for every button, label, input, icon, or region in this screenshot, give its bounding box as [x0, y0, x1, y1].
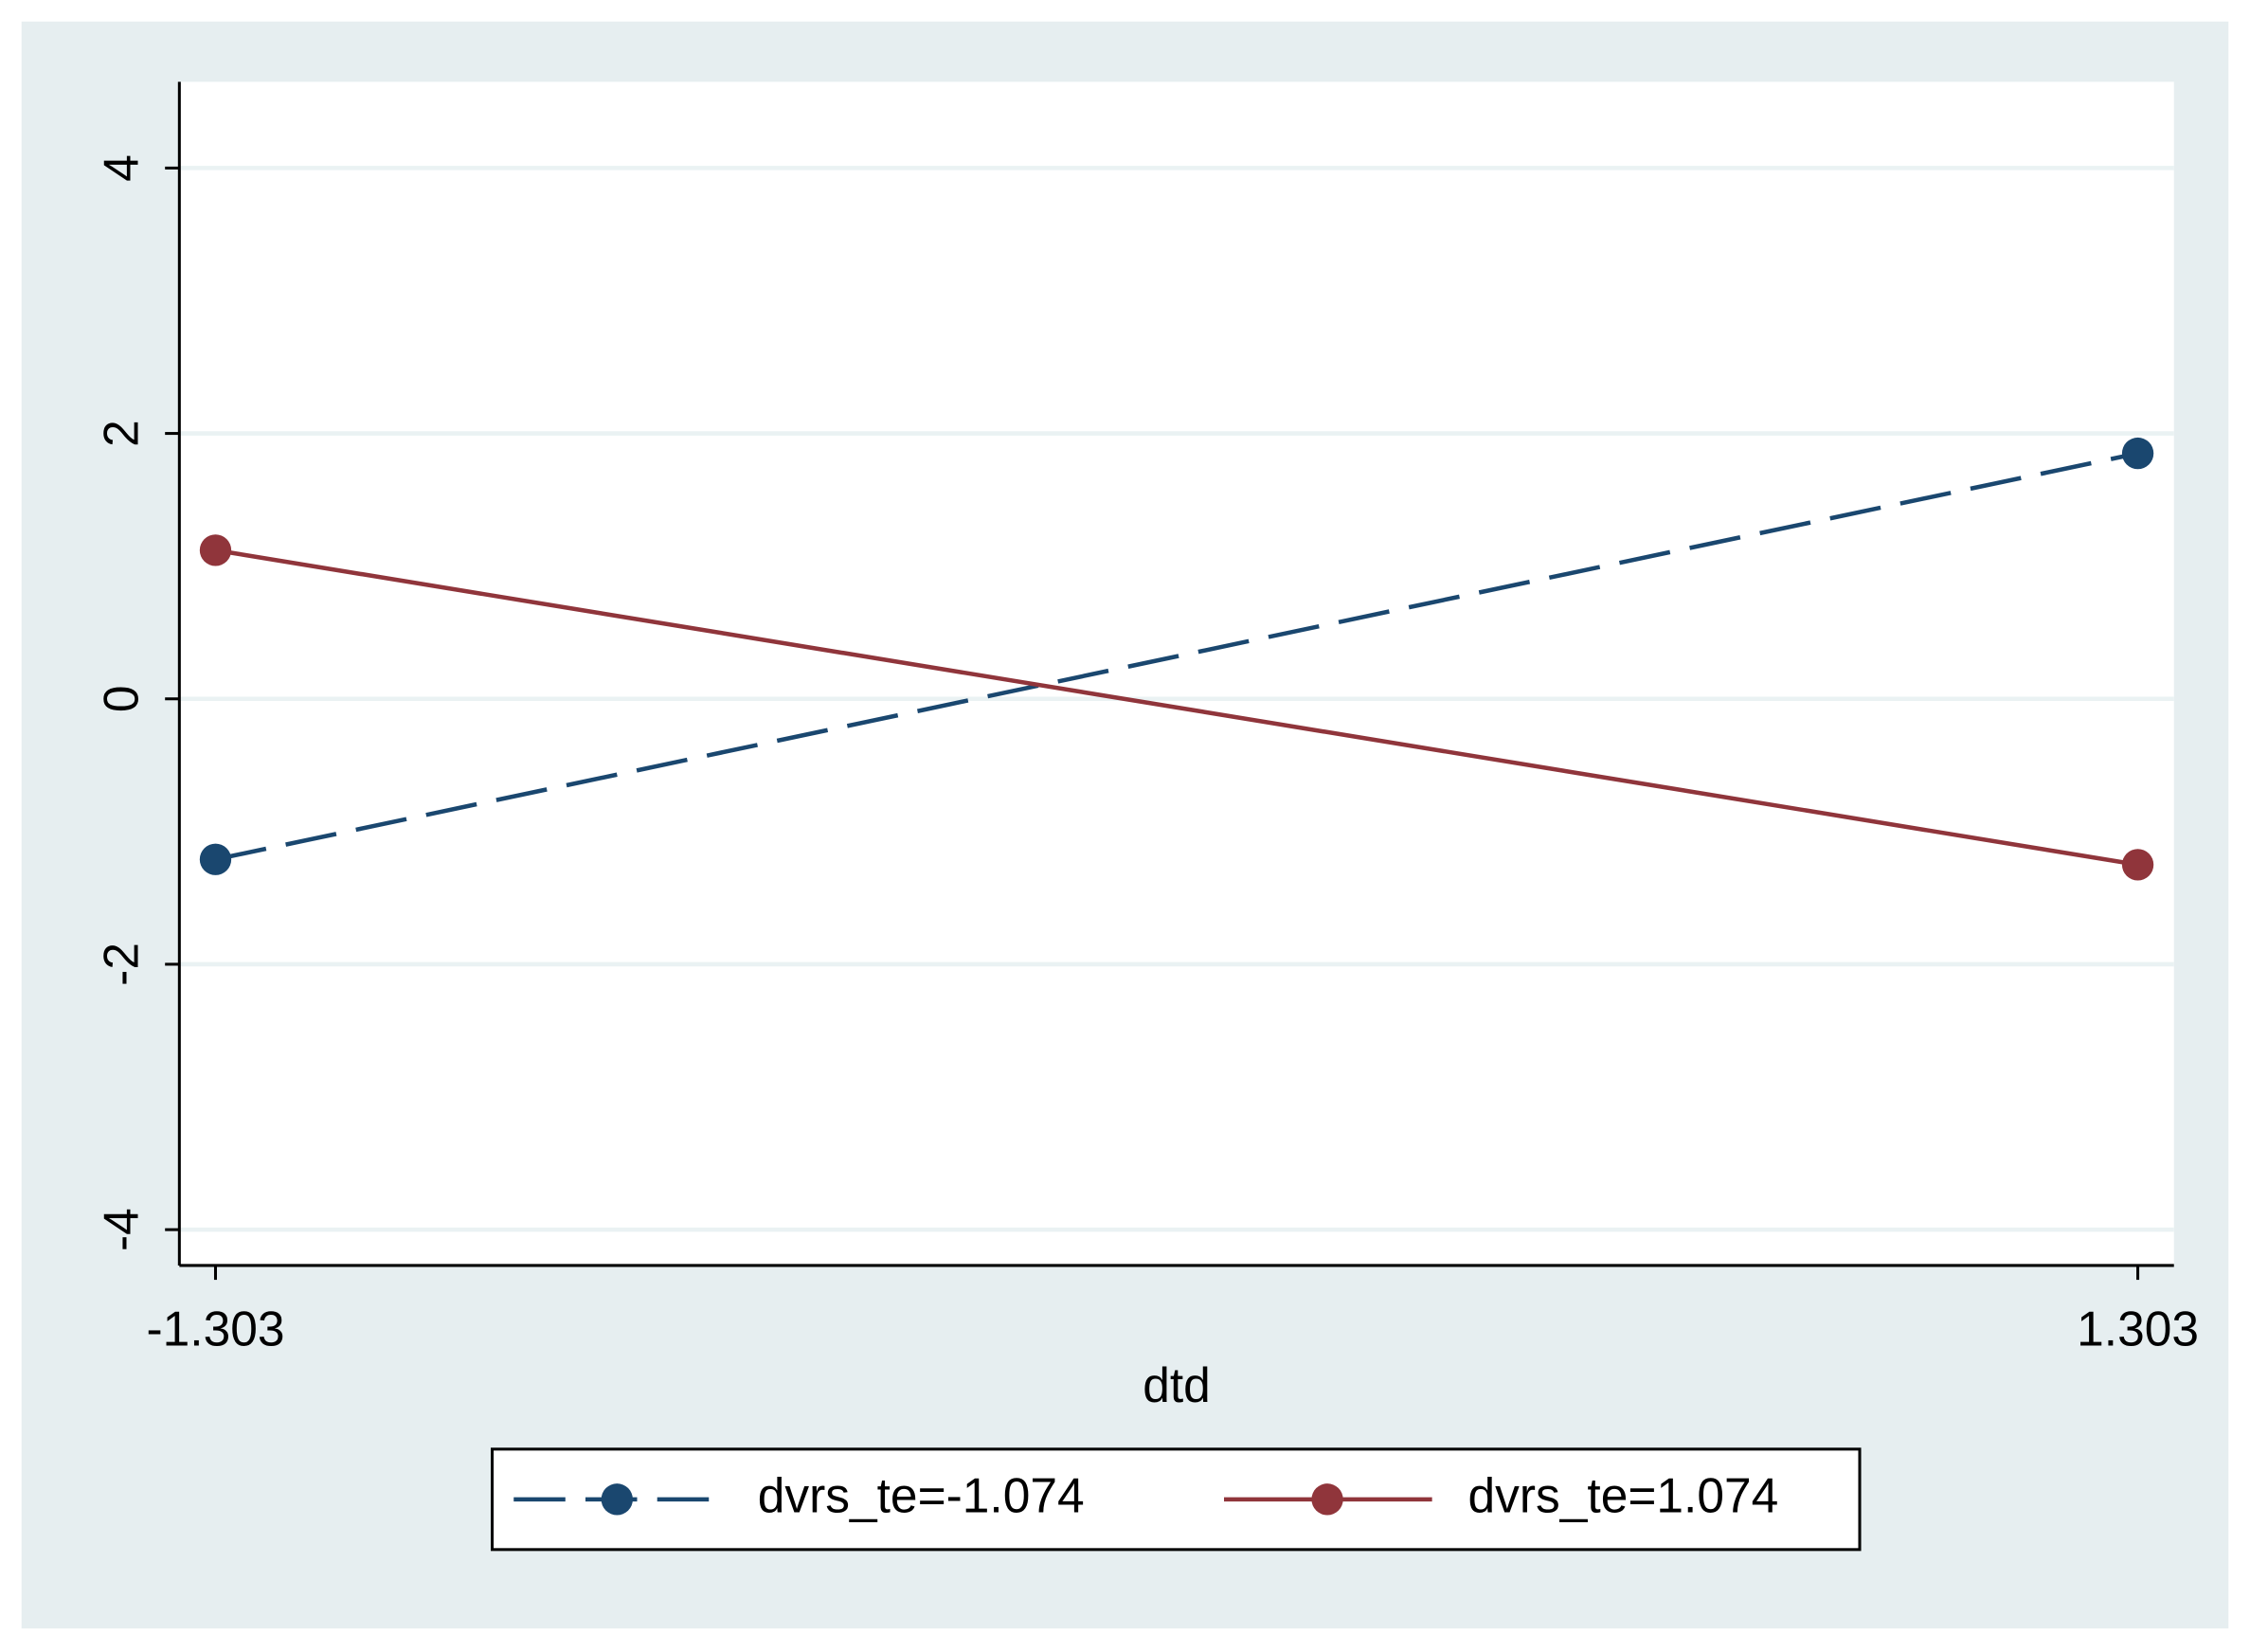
x-tick-label: -1.303 — [146, 1302, 284, 1356]
series-line — [215, 451, 2139, 862]
point — [2121, 849, 2154, 881]
y-tick-label: 4 — [93, 154, 148, 182]
legend-marker — [601, 1483, 633, 1516]
legend-label: dvrs_te=1.074 — [1468, 1467, 1779, 1522]
x-axis-title: dtd — [1143, 1357, 1211, 1412]
legend-label: dvrs_te=-1.074 — [758, 1467, 1085, 1522]
y-tick-label: -2 — [93, 943, 148, 986]
y-tick-label: -4 — [93, 1208, 148, 1251]
plot-area — [179, 81, 2174, 1266]
y-tick-label: 2 — [93, 420, 148, 447]
point — [2121, 437, 2154, 470]
y-tick-label: 0 — [93, 685, 148, 712]
point — [199, 534, 232, 566]
point — [199, 843, 232, 875]
x-tick-label: 1.303 — [2077, 1302, 2199, 1356]
legend — [491, 1447, 1862, 1552]
legend-marker — [1311, 1483, 1343, 1516]
series-line — [215, 548, 2138, 868]
